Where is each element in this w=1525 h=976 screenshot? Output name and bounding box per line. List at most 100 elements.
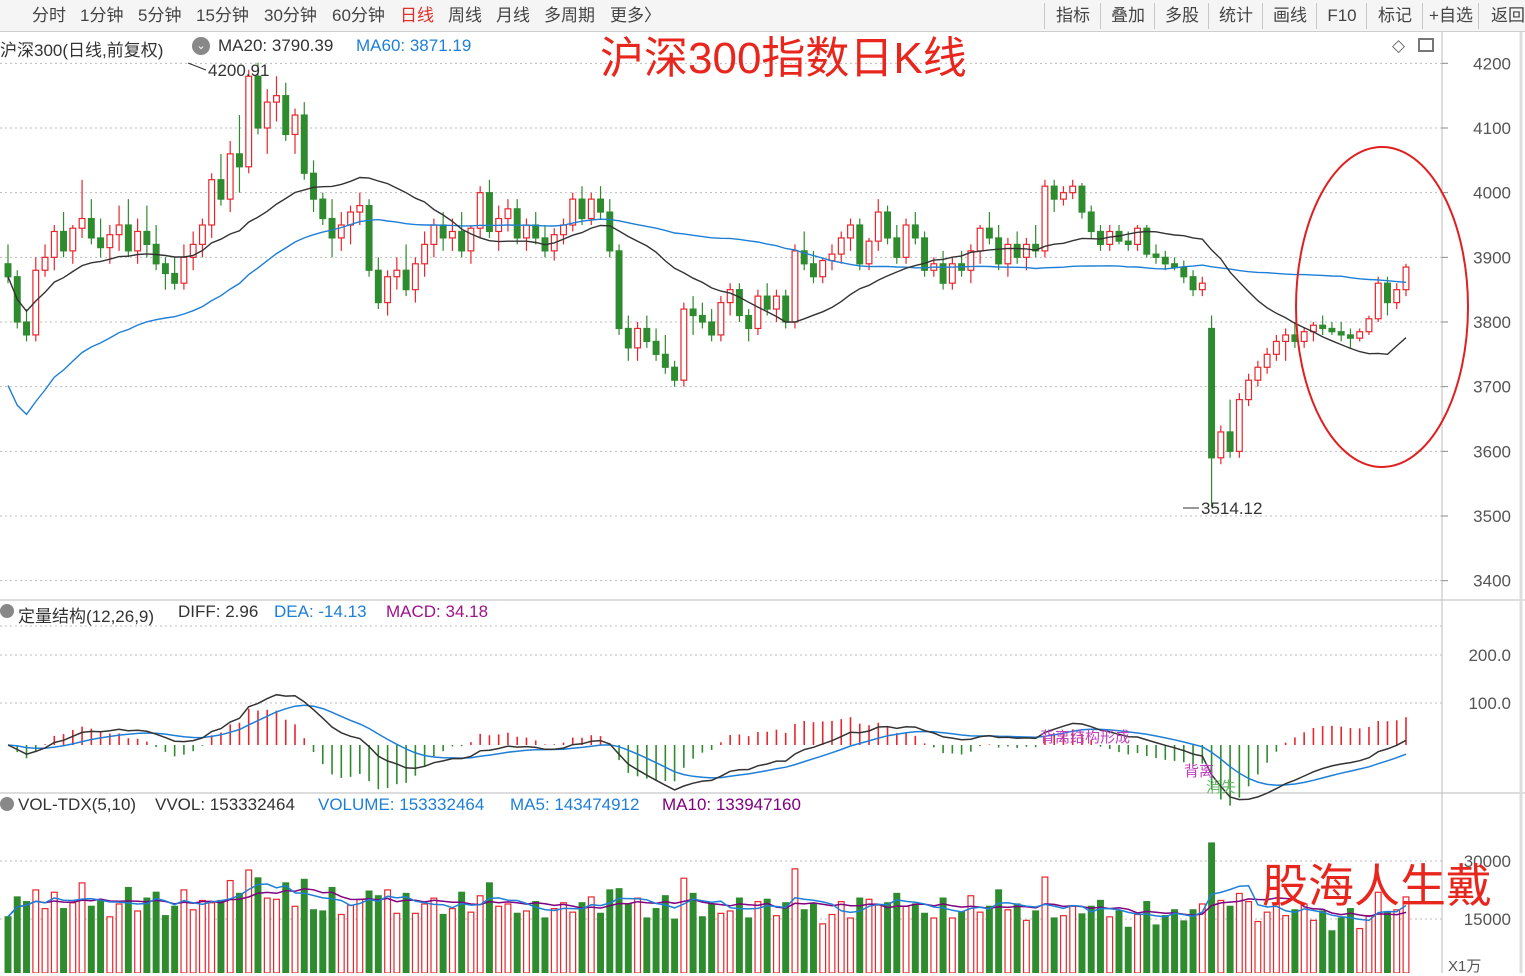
candle-body (1282, 334, 1290, 343)
volume-bar (902, 905, 910, 973)
volume-bar (1078, 913, 1086, 973)
volume-ma5-line (7, 883, 1407, 922)
tool-button-6[interactable]: 标记 (1366, 3, 1423, 29)
candle-body (115, 224, 123, 236)
volume-bar (643, 917, 651, 973)
volume-bar (4, 916, 12, 973)
period-toolbar: 分时 1分钟 5分钟 15分钟 30分钟 60分钟 日线 周线 月线 多周期 更多〉 指标 叠加 多股 统计… (0, 0, 1525, 32)
volume-bar (208, 902, 216, 973)
volume-bar (430, 897, 438, 973)
low-label: 3514.12 (1201, 499, 1263, 518)
vol-settings-icon[interactable] (0, 797, 14, 811)
candle-body (458, 230, 466, 252)
volume-bar (1041, 876, 1049, 973)
volume-bar (198, 899, 206, 973)
volume-bar (300, 878, 308, 973)
tool-button-1[interactable]: 叠加 (1100, 3, 1155, 29)
volume-bar (393, 912, 401, 973)
candle-body (578, 198, 586, 220)
candle-body (208, 179, 216, 226)
candle-body (1013, 243, 1021, 258)
volume-bar (1226, 905, 1234, 973)
macd-tick-label: 100.0 (1468, 694, 1511, 713)
ma60-line (7, 218, 1407, 416)
candle-body (106, 234, 114, 249)
candle-body (643, 327, 651, 343)
volume-bar (1384, 911, 1391, 973)
candle-body (513, 208, 521, 239)
candle-body (273, 95, 280, 103)
volume-bar (1254, 920, 1262, 973)
price-tick-label: 3800 (1473, 313, 1511, 332)
period-tab-8[interactable]: 月线 (496, 6, 530, 25)
volume-bar (578, 902, 586, 973)
candle-body (708, 321, 716, 336)
volume-bar (513, 912, 521, 973)
volume-bar (282, 882, 290, 973)
candle-body (217, 179, 225, 200)
candle-body (402, 269, 410, 291)
period-tab-9[interactable]: 多周期 (544, 6, 595, 25)
tool-button-4[interactable]: 画线 (1262, 3, 1317, 29)
candle-body (1022, 243, 1030, 258)
period-tab-0[interactable]: 分时 (32, 6, 66, 25)
period-tab-1[interactable]: 1分钟 (80, 6, 124, 25)
period-tab-10[interactable]: 更多〉 (610, 6, 661, 25)
settings-icon[interactable]: ⌄ (192, 37, 210, 55)
period-tab-2[interactable]: 5分钟 (138, 6, 182, 25)
volume-bar (1235, 892, 1243, 973)
volume-bar (1097, 899, 1104, 973)
annotation-divergence-formed: 背离结构形成 (1040, 729, 1131, 746)
diamond-icon[interactable]: ◇ (1392, 36, 1406, 55)
candle-body (1069, 185, 1077, 194)
overlay-title: 沪深300指数日K线 (600, 34, 967, 83)
volume-bar (1300, 903, 1308, 973)
candle-body (847, 224, 854, 239)
price-tick-label: 4200 (1473, 54, 1511, 73)
volume-bar (356, 898, 364, 973)
candle-body (180, 256, 188, 284)
candle-body (985, 227, 993, 239)
candle-body (856, 224, 864, 265)
volume-bar (1309, 919, 1317, 973)
candle-body (1097, 230, 1104, 245)
tool-button-8[interactable]: 返回 (1478, 3, 1525, 29)
candle-body (1087, 211, 1095, 233)
volume-bar (439, 913, 447, 973)
tool-button-0[interactable]: 指标 (1044, 3, 1101, 29)
volume-tick-label: 15000 (1464, 910, 1511, 929)
panel-toggle-icon[interactable] (1418, 38, 1434, 52)
tool-button-5[interactable]: F10 (1316, 3, 1367, 29)
volume-bar (97, 899, 105, 973)
volume-bar (985, 905, 993, 973)
volume-bar (1032, 910, 1040, 973)
macd-settings-icon[interactable] (0, 604, 14, 618)
candle-body (1217, 431, 1225, 459)
candle-body (245, 75, 253, 168)
period-tab-3[interactable]: 15分钟 (196, 6, 249, 25)
period-tab-4[interactable]: 30分钟 (264, 6, 317, 25)
candle-body (1393, 289, 1401, 304)
volume-bar (893, 892, 901, 973)
volume-bar (1069, 905, 1077, 973)
volume-bar (254, 877, 262, 973)
candle-body (1226, 431, 1234, 452)
tool-button-7[interactable]: +自选 (1422, 3, 1479, 29)
candle-body (726, 289, 734, 304)
tool-button-2[interactable]: 多股 (1154, 3, 1209, 29)
candle-body (384, 276, 392, 304)
period-tab-5[interactable]: 60分钟 (332, 6, 385, 25)
volume-bar (587, 896, 595, 973)
candle-body (319, 198, 327, 220)
period-tab-6[interactable]: 日线 (400, 6, 434, 25)
period-tab-7[interactable]: 周线 (448, 6, 482, 25)
volume-bar (134, 910, 142, 973)
volume-bar (1134, 913, 1141, 973)
candle-body (78, 217, 86, 229)
tool-button-3[interactable]: 统计 (1208, 3, 1263, 29)
volume-bar (652, 908, 660, 973)
volume-bar (1087, 905, 1095, 973)
volume-label: VOLUME: 153332464 (318, 795, 485, 814)
volume-bar (1004, 909, 1012, 973)
volume-bar (1328, 930, 1336, 973)
